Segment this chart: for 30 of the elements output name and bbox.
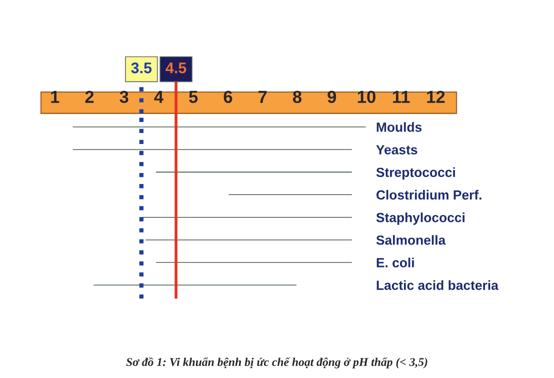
bar [140, 216, 354, 220]
bar [144, 238, 354, 242]
x-tick-label: 9 [328, 90, 336, 104]
y-tick-label: Lactic acid bacteria [376, 280, 498, 290]
x-tick-label: 5 [189, 90, 198, 104]
y-tick-label: Staphylococci [376, 212, 464, 225]
x-tick-label: 7 [258, 90, 267, 103]
x-tick-label: 3 [120, 90, 128, 104]
x-tick-label: 10 [358, 90, 376, 104]
y-tick-label: Clostridium Perf. [376, 190, 482, 200]
ref-line-label: 4.5 [166, 62, 186, 74]
bar [92, 283, 298, 287]
x-tick-label: 12 [427, 90, 445, 103]
y-tick-label: Streptococci [376, 167, 455, 180]
y-tick-label: E. coli [376, 258, 414, 268]
y-tick-label: Yeasts [376, 145, 418, 154]
x-tick-label: 11 [393, 90, 410, 103]
y-tick-label: Moulds [376, 122, 422, 132]
y-tick-label: Salmonella [376, 235, 446, 245]
bar [154, 170, 354, 174]
x-tick-label: 1 [51, 90, 60, 103]
x-tick-label: 2 [85, 90, 94, 103]
x-tick-label: 6 [224, 90, 232, 104]
text: Sơ đồ 1: Vi khuẩn bệnh bị ức chế hoạt động ở pH thấp (< 3,5) [126, 357, 428, 368]
ref-line-label: 3.5 [131, 62, 152, 74]
bar [71, 148, 354, 152]
x-tick-label: 8 [292, 90, 302, 104]
bar [227, 193, 354, 196]
x-tick-label: 4 [154, 90, 164, 103]
bar [71, 125, 368, 129]
